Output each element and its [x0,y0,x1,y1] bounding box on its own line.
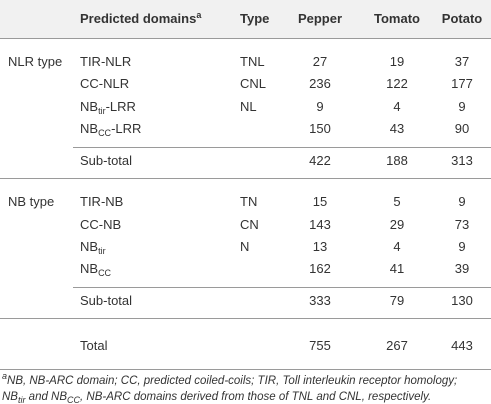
domain-base: NB [80,120,99,136]
rule [0,38,491,39]
footnote-sub: tir [17,395,26,404]
cell-value: 236 [309,76,331,92]
footnote-text: , NB-ARC domains derived from those of T… [80,391,432,403]
domain-sub: tir [98,245,106,256]
cell-value: 9 [458,238,466,254]
subtotal-label: Sub-total [80,293,133,309]
domain-sub: CC [98,268,112,279]
footnote-sup: a [2,371,8,381]
rule [0,369,491,370]
footnote-line: aNB, NB-ARC domain; CC, predicted coiled… [2,371,458,389]
footnote-text: and NB [25,391,68,403]
domain-sub: CC [98,127,112,138]
cell-value: 15 [312,194,328,210]
group-label: NB type [8,194,55,210]
cell-value: 9 [458,98,466,114]
type: CN [240,216,259,232]
type: TNL [240,54,265,69]
cell-value: 4 [393,238,401,254]
subtotal-label: Sub-total [80,153,133,169]
cell-value: 162 [309,261,331,277]
domain-base: NB [80,238,99,254]
cell-value: 143 [309,216,331,232]
cell-value: 4 [393,98,401,114]
cell-value: 90 [454,120,470,136]
cell-value: 9 [316,98,324,114]
header-band [0,0,491,38]
total-label: Total [80,338,108,353]
cell-value: 39 [454,261,470,277]
rule [73,287,491,289]
domain: NBtir [80,238,106,256]
header-type: Type [240,11,270,26]
cell-value: 122 [386,76,408,92]
footnote-text: NB [2,391,18,403]
header-sup: a [196,10,202,20]
cell-value: 443 [451,338,473,353]
cell-value: 13 [312,238,328,254]
domain-base: NB [80,261,99,277]
domain-suffix: -LRR [105,98,136,114]
cell-value: 9 [458,194,466,210]
cell-value: 188 [386,153,408,169]
footnote-text: NB, NB-ARC domain; CC, predicted coiled-… [7,375,458,387]
domain: NBCC-LRR [80,120,142,138]
rule [73,147,491,149]
type: CNL [240,76,267,92]
domain: CC-NLR [80,76,130,92]
cell-value: 29 [389,216,405,232]
cell-value: 422 [309,153,331,169]
domain: NBtir-LRR [80,98,136,116]
domain-base: NB [80,98,99,114]
domain: CC-NB [80,216,122,232]
cell-value: 755 [309,338,331,353]
cell-value: 5 [393,194,401,210]
header-domain: Predicted domainsa [80,10,202,27]
cell-value: 267 [386,338,408,353]
domain: TIR-NLR [80,54,132,69]
header-column: Tomato [374,11,420,26]
cell-value: 313 [451,153,473,169]
domain-suffix: -LRR [111,120,142,136]
footnote-line: NBtir and NBCC, NB-ARC domains derived f… [2,389,431,404]
cell-value: 19 [389,54,405,69]
rule [0,178,491,180]
header-column: Potato [441,11,483,26]
cell-value: 177 [451,76,473,92]
type: N [240,238,250,254]
cell-value: 27 [312,54,328,69]
cell-value: 79 [389,293,405,309]
rule [0,318,491,320]
cell-value: 150 [309,120,331,136]
type: NL [240,98,257,114]
cell-value: 41 [389,261,405,277]
cell-value: 73 [454,216,470,232]
domain-sub: tir [98,105,106,116]
domain: TIR-NB [80,194,124,210]
cell-value: 333 [309,293,331,309]
domain: NBCC [80,261,112,279]
cell-value: 43 [389,120,405,136]
type: TN [240,194,258,210]
cell-value: 37 [454,54,470,69]
group-label: NLR type [8,54,63,69]
header-column: Pepper [297,11,343,26]
cell-value: 130 [451,293,473,309]
footnote-sub: CC [67,395,81,404]
